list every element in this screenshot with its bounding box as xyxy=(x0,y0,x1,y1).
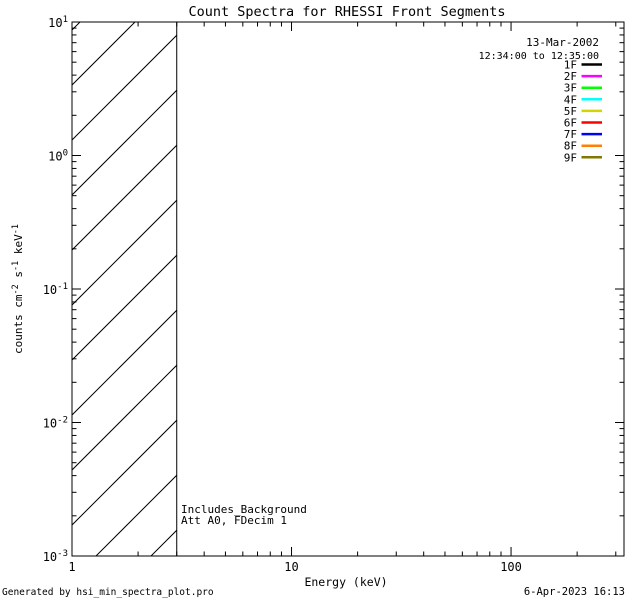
annotation-attenuator-state: Att A0, FDecim 1 xyxy=(181,514,287,527)
plot-line xyxy=(150,529,177,556)
plot-line xyxy=(72,199,177,306)
plot-line xyxy=(72,309,177,416)
plot-dynamic-layer: 1 10 100 101 100 10-1 10-2 10-3 counts cm-2 s-1 … xyxy=(11,15,625,574)
y-axis-label: counts cm-2 s-1 keV-1 xyxy=(11,224,25,354)
plot-frame xyxy=(71,21,625,557)
legend-entry-label: 2F xyxy=(564,70,577,83)
annotation-includes-background: Includes_Background xyxy=(181,503,307,516)
plot-line xyxy=(72,89,177,196)
plot-line xyxy=(72,254,177,361)
legend-entry-label: 4F xyxy=(564,93,577,106)
plot-line xyxy=(95,474,177,556)
plot-line xyxy=(72,144,177,251)
legend-entry-label: 9F xyxy=(564,151,577,164)
x-tick-label: 100 xyxy=(500,560,522,574)
x-tick-label: 10 xyxy=(284,560,298,574)
y-tick-label: 10-3 xyxy=(43,549,68,564)
y-tick-label: 101 xyxy=(48,15,68,30)
hatch-region xyxy=(72,22,177,556)
legend-entry-label: 6F xyxy=(564,117,577,130)
legend-entry-label: 5F xyxy=(564,105,577,118)
legend-entry-label: 7F xyxy=(564,128,577,141)
legend-entry-label: 1F xyxy=(564,59,577,72)
legend-time-range: 12:34:00 to 12:35:00 xyxy=(479,51,599,62)
plot-line xyxy=(72,22,81,31)
plot-line xyxy=(72,419,177,526)
x-tick-label: 1 xyxy=(68,560,75,574)
x-axis-label: Energy (keV) xyxy=(304,575,387,589)
y-tick-label: 100 xyxy=(48,149,68,164)
plot-line xyxy=(72,34,177,141)
legend-entry-label: 3F xyxy=(564,82,577,95)
chart-title: Count Spectra for RHESSI Front Segments xyxy=(189,4,506,20)
y-tick-label: 10-2 xyxy=(43,416,68,431)
legend-entry-label: 8F xyxy=(564,140,577,153)
plot-line xyxy=(72,22,136,86)
legend-date: 13-Mar-2002 xyxy=(526,36,599,49)
footer-generated-by: Generated by hsi_min_spectra_plot.pro xyxy=(2,587,214,598)
plot-line xyxy=(72,364,177,471)
y-tick-label: 10-1 xyxy=(43,282,68,297)
footer-timestamp: 6-Apr-2023 16:13 xyxy=(524,586,625,598)
